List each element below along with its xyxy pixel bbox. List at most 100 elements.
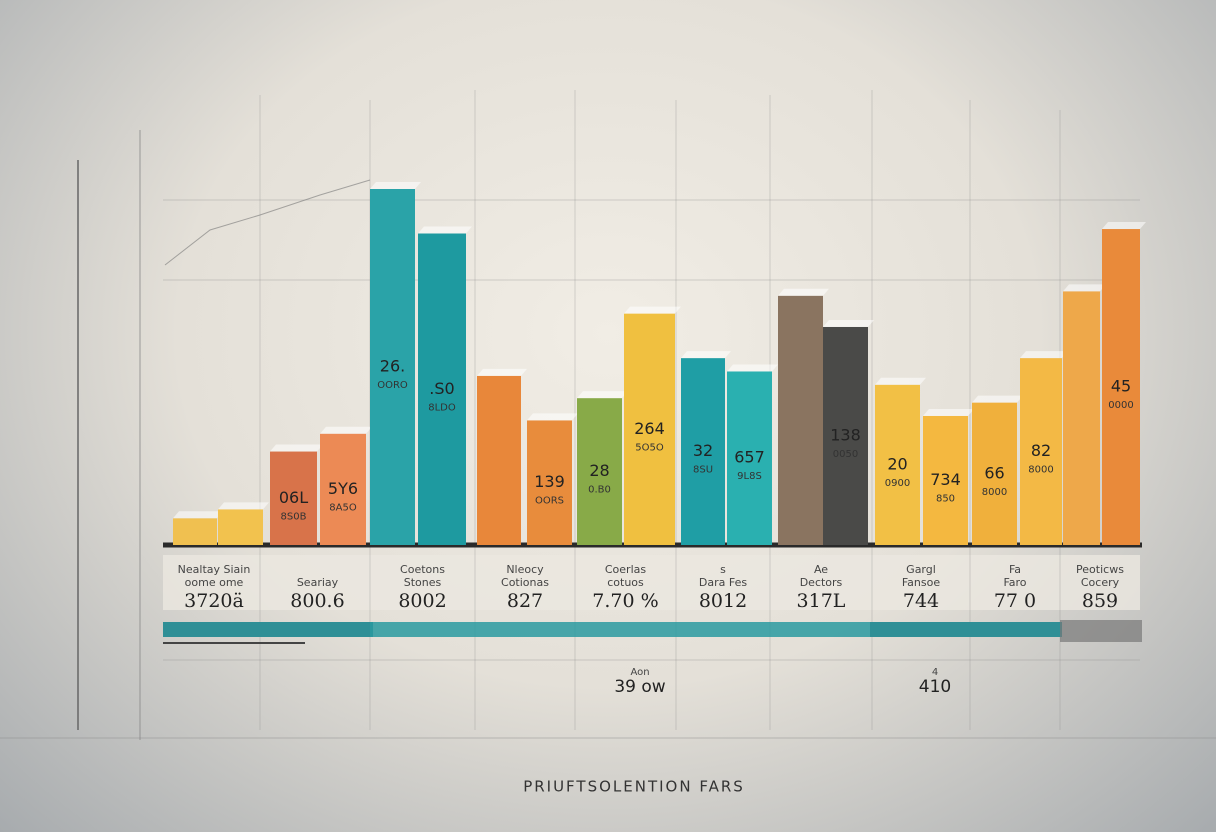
bar-top — [778, 288, 829, 296]
cell-caption: oome ome — [185, 576, 244, 589]
bar-label: 5Y6 — [328, 479, 358, 498]
bar — [418, 233, 466, 545]
bar-sublabel: 9L8S — [737, 471, 762, 482]
cell-figure: 827 — [507, 590, 543, 612]
bar — [270, 451, 317, 545]
bar-label: 26. — [380, 357, 405, 376]
cell-caption: cotuos — [607, 576, 644, 589]
cell-caption: Ae — [814, 563, 828, 576]
bar-sublabel: 8S0B — [281, 511, 307, 522]
bar — [577, 398, 622, 545]
chart-title: PRIUFTSOLENTION FARS — [523, 778, 745, 796]
bar-label: 82 — [1031, 441, 1051, 460]
bar-top — [218, 502, 269, 510]
cell-caption: Fa — [1009, 563, 1021, 576]
cell-caption: Seariay — [297, 576, 339, 589]
cell-caption: Nleocy — [506, 563, 544, 576]
bar — [218, 509, 263, 545]
bar-label: 45 — [1111, 377, 1131, 396]
bar-label: 66 — [984, 463, 1004, 482]
cell-figure: 3720ä — [184, 590, 244, 612]
cell-caption: Cocery — [1081, 576, 1120, 589]
bar — [477, 375, 521, 545]
cell-figure: 859 — [1082, 590, 1118, 612]
bar-top — [173, 511, 223, 519]
cell-figure: 800.6 — [290, 590, 344, 612]
cell-figure: 8002 — [398, 590, 446, 612]
bar-label: 264 — [634, 419, 665, 438]
bar-top — [972, 395, 1023, 403]
bar — [173, 518, 217, 545]
bar-sublabel: 8000 — [1028, 465, 1053, 476]
bar-top — [1063, 284, 1106, 292]
bar — [624, 313, 675, 545]
bar-label: 138 — [830, 425, 861, 444]
bar-sublabel: 8A5O — [329, 502, 357, 513]
note-caption: Aon — [630, 667, 649, 678]
bar-top — [270, 444, 323, 452]
bar — [527, 420, 572, 545]
bar-sublabel: 5O5O — [635, 442, 664, 453]
cell-caption: Faro — [1003, 576, 1026, 589]
bar — [681, 358, 725, 545]
cell-caption: Fansoe — [902, 576, 940, 589]
cell-figure: 77 0 — [994, 590, 1036, 612]
bar-label: 139 — [534, 472, 565, 491]
note-figure: 410 — [919, 677, 951, 697]
bar-top — [577, 391, 628, 399]
cell-figure: 7.70 % — [592, 590, 658, 612]
note-figure: 39 ow — [614, 677, 665, 697]
cell-caption: Nealtay Siain — [178, 563, 251, 576]
bar-top — [681, 351, 731, 359]
cell-caption: s — [720, 563, 726, 576]
bar — [727, 371, 772, 545]
bar-sublabel: 0000 — [1108, 400, 1133, 411]
bar-label: 32 — [693, 441, 713, 460]
cell-caption: Stones — [404, 576, 442, 589]
cell-caption: Cotionas — [501, 576, 549, 589]
bar-label: .S0 — [429, 379, 454, 398]
bar-sublabel: OORS — [535, 496, 564, 507]
bar-top — [370, 182, 421, 189]
bar-top — [923, 408, 974, 416]
bar-sublabel: 8000 — [982, 487, 1007, 498]
bar-top — [823, 319, 874, 327]
bar-sublabel: 8LDO — [428, 402, 456, 413]
bar-sublabel: 0900 — [885, 478, 910, 489]
cell-caption: Coerlas — [605, 563, 646, 576]
bar-top — [1102, 222, 1146, 230]
note-caption: 4 — [932, 667, 938, 678]
cell-caption: Dara Fes — [699, 576, 747, 589]
bar-top — [477, 368, 527, 376]
bar — [923, 415, 968, 545]
bar — [1102, 229, 1140, 546]
bar — [1063, 291, 1100, 545]
bar — [370, 189, 415, 545]
bar-sublabel: 0.B0 — [588, 485, 611, 496]
bar — [823, 326, 868, 545]
bar — [778, 295, 823, 545]
cell-figure: 744 — [903, 590, 939, 612]
bar-sublabel: OORO — [377, 380, 408, 391]
bar-top — [1020, 351, 1068, 359]
bar-label: 657 — [734, 448, 765, 467]
bar — [1020, 358, 1062, 545]
cell-caption: Peoticws — [1076, 563, 1124, 576]
decor — [0, 90, 1216, 740]
bar — [320, 433, 366, 545]
bar-label: 06L — [279, 488, 308, 507]
cell-caption: Gargl — [906, 563, 936, 576]
cell-caption: Dectors — [800, 576, 843, 589]
bar — [972, 402, 1017, 545]
bar-sublabel: 850 — [936, 493, 955, 504]
bar-top — [875, 377, 926, 385]
bar-sublabel: 0050 — [833, 449, 858, 460]
cell-caption: Coetons — [400, 563, 445, 576]
bar-top — [727, 364, 778, 372]
bar-top — [320, 426, 372, 434]
bar-top — [527, 413, 578, 421]
cell-figure: 317L — [797, 590, 846, 612]
bar — [875, 384, 920, 545]
